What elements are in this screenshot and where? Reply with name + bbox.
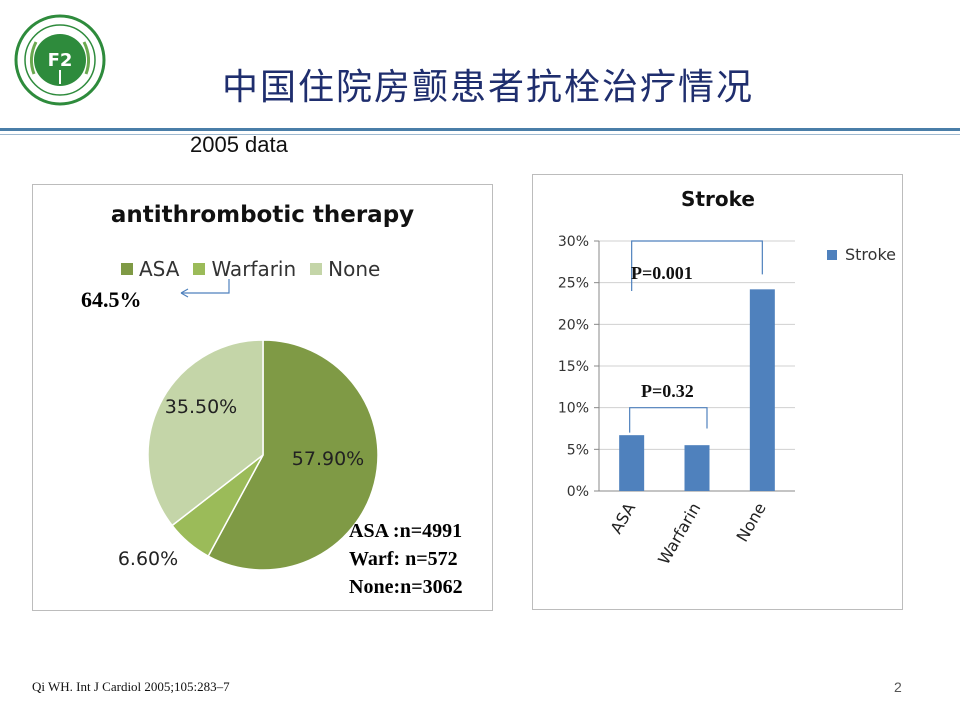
y-tick-label: 5%	[567, 442, 589, 458]
y-tick-label: 30%	[558, 234, 589, 250]
bar-asa	[619, 435, 645, 491]
pie-data-label-warfarin: 6.60%	[118, 548, 178, 570]
legend-label-asa: ASA	[139, 257, 180, 281]
pie-chart-title: antithrombotic therapy	[110, 202, 415, 228]
slide-subtitle: 2005 data	[190, 132, 288, 157]
legend-item-warfarin: Warfarin	[193, 257, 296, 281]
pie-chart: 57.90% 6.60% 35.50%	[118, 339, 379, 571]
bar-legend: Stroke	[827, 245, 896, 264]
bar-chart-panel: Stroke Stroke 0% 5% 10% 15% 20% 25% 30% ASA Warf…	[532, 174, 903, 610]
slide-title: 中国住院房颤患者抗栓治疗情况	[222, 67, 755, 108]
count-asa: ASA :n=4991	[349, 520, 463, 542]
x-tick-label-warfarin: Warfarin	[654, 500, 704, 568]
pie-counts: ASA :n=4991 Warf: n=572 None:n=3062	[349, 517, 463, 601]
significance-bracket	[629, 407, 708, 433]
p-value-annotation: P=0.001	[631, 263, 693, 283]
p-value-annotation: P=0.32	[641, 381, 694, 401]
pie-annotation-total: 64.5%	[81, 287, 142, 312]
count-none: None:n=3062	[349, 576, 463, 598]
title-rule	[0, 128, 960, 131]
x-tick-label-none: None	[732, 500, 769, 546]
bar-warfarin	[684, 445, 710, 491]
bar-none	[749, 289, 775, 491]
legend-swatch-asa	[121, 263, 133, 275]
significance-bracket	[631, 240, 763, 291]
legend-item-none: None	[310, 257, 380, 281]
legend-swatch-warfarin	[193, 263, 206, 275]
legend-swatch-none	[310, 263, 323, 275]
bar-chart: 0% 5% 10% 15% 20% 25% 30% ASA Warfarin None P=0.00…	[558, 234, 795, 568]
legend-swatch-stroke	[827, 249, 837, 260]
y-tick-label: 0%	[567, 484, 589, 500]
pie-legend: ASA Warfarin None	[121, 257, 380, 281]
y-tick-label: 20%	[558, 317, 589, 333]
y-tick-label: 10%	[558, 401, 589, 417]
pie-slice-none	[147, 339, 264, 527]
y-tick-label: 15%	[558, 359, 589, 375]
title-rule-thin	[0, 134, 960, 135]
pie-slice-asa	[207, 339, 379, 571]
medical-emblem-icon: F2	[14, 14, 106, 106]
annotation-arrow-icon	[180, 279, 230, 298]
bar-chart-title: Stroke	[681, 187, 755, 211]
x-tick-label-asa: ASA	[607, 499, 640, 537]
count-warfarin: Warf: n=572	[349, 548, 458, 570]
page-number: 2	[894, 679, 902, 695]
citation: Qi WH. Int J Cardiol 2005;105:283–7	[32, 679, 230, 694]
pie-chart-panel: antithrombotic therapy ASA Warfarin None…	[32, 184, 493, 611]
legend-item-asa: ASA	[121, 257, 179, 281]
legend-label-warfarin: Warfarin	[211, 257, 297, 281]
pie-data-label-none: 35.50%	[165, 396, 237, 418]
legend-label-none: None	[328, 257, 381, 281]
svg-text:F2: F2	[48, 50, 73, 71]
pie-data-label-asa: 57.90%	[292, 448, 364, 470]
y-tick-label: 25%	[558, 276, 589, 292]
legend-label-stroke: Stroke	[845, 245, 896, 264]
